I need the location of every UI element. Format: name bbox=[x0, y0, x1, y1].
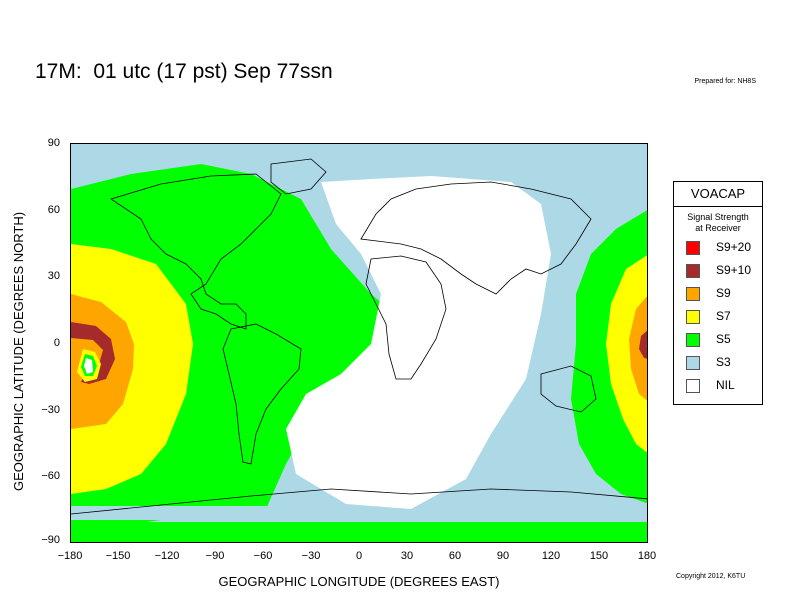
x-tick-label: −150 bbox=[105, 550, 131, 562]
y-tick-label: 0 bbox=[53, 337, 60, 349]
legend-label: S7 bbox=[716, 309, 731, 323]
coverage-map bbox=[70, 143, 648, 543]
nil-region bbox=[286, 176, 551, 509]
x-tick-label: −120 bbox=[154, 550, 180, 562]
x-tick-label: 30 bbox=[400, 550, 414, 562]
eurasia-outline bbox=[360, 181, 592, 295]
y-tick-label: 60 bbox=[47, 204, 60, 216]
legend-swatch bbox=[686, 287, 700, 301]
x-tick-label: −60 bbox=[253, 550, 273, 562]
y-tick-label: 30 bbox=[47, 270, 60, 282]
legend-title: VOACAP bbox=[674, 182, 762, 207]
x-tick-label: −30 bbox=[301, 550, 321, 562]
copyright-note: Copyright 2012, K6TU bbox=[676, 573, 746, 580]
legend-swatch bbox=[686, 356, 700, 370]
africa-outline bbox=[365, 255, 447, 380]
x-tick-label: 0 bbox=[355, 550, 363, 562]
legend-label: S9+20 bbox=[716, 240, 752, 254]
greenland-outline bbox=[270, 158, 327, 195]
legend-swatch bbox=[686, 379, 700, 393]
y-tick-label: −30 bbox=[41, 404, 60, 416]
south-america-outline bbox=[222, 323, 302, 465]
x-axis-label: GEOGRAPHIC LONGITUDE (DEGREES EAST) bbox=[218, 574, 500, 589]
y-tick-label: −60 bbox=[41, 470, 60, 482]
legend-label: NIL bbox=[716, 378, 735, 392]
north-america-outline bbox=[110, 173, 282, 330]
x-tick-label: 180 bbox=[637, 550, 657, 562]
y-tick-label: 90 bbox=[47, 137, 60, 149]
legend-swatch bbox=[686, 333, 700, 347]
prepared-for-note: Prepared for: NH8S bbox=[694, 78, 756, 85]
s5-antarctic-band bbox=[71, 522, 647, 542]
s9-10-west-zone bbox=[71, 322, 115, 384]
legend-swatch bbox=[686, 310, 700, 324]
legend-label: S3 bbox=[716, 355, 731, 369]
x-tick-label: 120 bbox=[541, 550, 561, 562]
s9-10-east-zone bbox=[639, 330, 647, 359]
x-tick-label: 150 bbox=[589, 550, 609, 562]
map-title: 17M: 01 utc (17 pst) Sep 77ssn bbox=[35, 60, 333, 83]
x-tick-label: 90 bbox=[496, 550, 510, 562]
x-tick-label: 60 bbox=[448, 550, 462, 562]
legend: VOACAP Signal Strength at Receiver S9+20… bbox=[673, 181, 763, 405]
antarctica-outline bbox=[71, 488, 647, 515]
legend-label: S9+10 bbox=[716, 263, 752, 277]
legend-label: S9 bbox=[716, 286, 731, 300]
s9-east-zone bbox=[629, 296, 647, 401]
y-tick-label: −90 bbox=[41, 534, 60, 546]
s3-inner-west bbox=[84, 358, 93, 374]
s7-east-zone bbox=[606, 255, 647, 453]
australia-outline bbox=[540, 365, 597, 413]
legend-subtitle: Signal Strength at Receiver bbox=[674, 212, 762, 234]
legend-subtitle-line: Signal Strength bbox=[687, 212, 749, 222]
x-tick-label: −90 bbox=[205, 550, 225, 562]
s5-arctic-region bbox=[71, 144, 647, 204]
legend-subtitle-line: at Receiver bbox=[695, 223, 741, 233]
legend-label: S5 bbox=[716, 332, 731, 346]
y-axis-label: GEOGRAPHIC LATITUDE (DEGREES NORTH) bbox=[11, 211, 26, 491]
legend-swatch bbox=[686, 264, 700, 278]
s3-antarctic-strip bbox=[71, 506, 647, 520]
legend-swatch bbox=[686, 241, 700, 255]
x-tick-label: −180 bbox=[57, 550, 83, 562]
